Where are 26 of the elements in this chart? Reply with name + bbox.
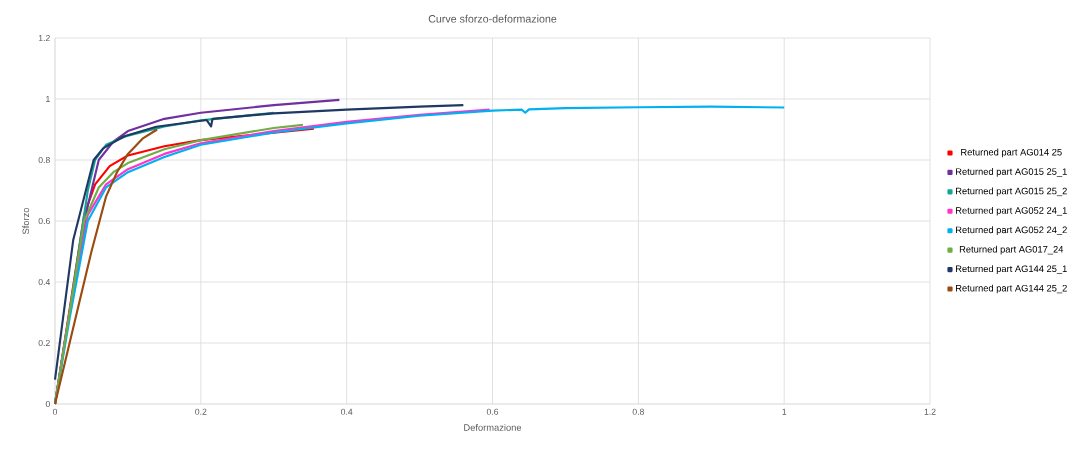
legend-label: Returned part AG144 25_1 [956, 265, 1067, 274]
legend-label: Returned part AG015 25_1 [956, 168, 1067, 177]
x-axis-title: Deformazione [464, 424, 522, 431]
legend-label: Returned part AG014 25 [961, 148, 1062, 158]
x-tick-label: 0.6 [486, 408, 499, 415]
y-tick-label: 0.6 [38, 217, 50, 225]
legend-label: Returned part AG144 25_2 [956, 284, 1067, 294]
line-series [53, 128, 159, 406]
y-tick-label: 1.2 [38, 34, 50, 42]
x-tick-label: 0.2 [195, 408, 207, 415]
legend-label: Returned part AG017_24 [959, 245, 1064, 255]
x-tick-label: 0.8 [632, 408, 644, 415]
y-axis-title: Sforzo [22, 207, 30, 235]
y-tick-label: 0.2 [38, 339, 50, 347]
legend-label: Returned part AG015 25_2 [956, 187, 1067, 197]
x-tick-label: 0.4 [340, 408, 353, 415]
y-tick-label: 1 [46, 96, 50, 102]
y-tick-label: 0 [45, 400, 50, 408]
x-tick-label: 0 [52, 408, 58, 415]
y-tick-label: 0.4 [38, 278, 51, 286]
x-tick-label: 1.2 [924, 408, 936, 415]
legend-label: Returned part AG052 24_1 [956, 206, 1067, 216]
x-tick-label: 1 [782, 408, 787, 415]
chart-title: Curve sforzo-deformazione [428, 14, 557, 23]
y-tick-label: 0.8 [38, 156, 50, 164]
legend-label: Returned part AG052 24_2 [956, 226, 1067, 236]
